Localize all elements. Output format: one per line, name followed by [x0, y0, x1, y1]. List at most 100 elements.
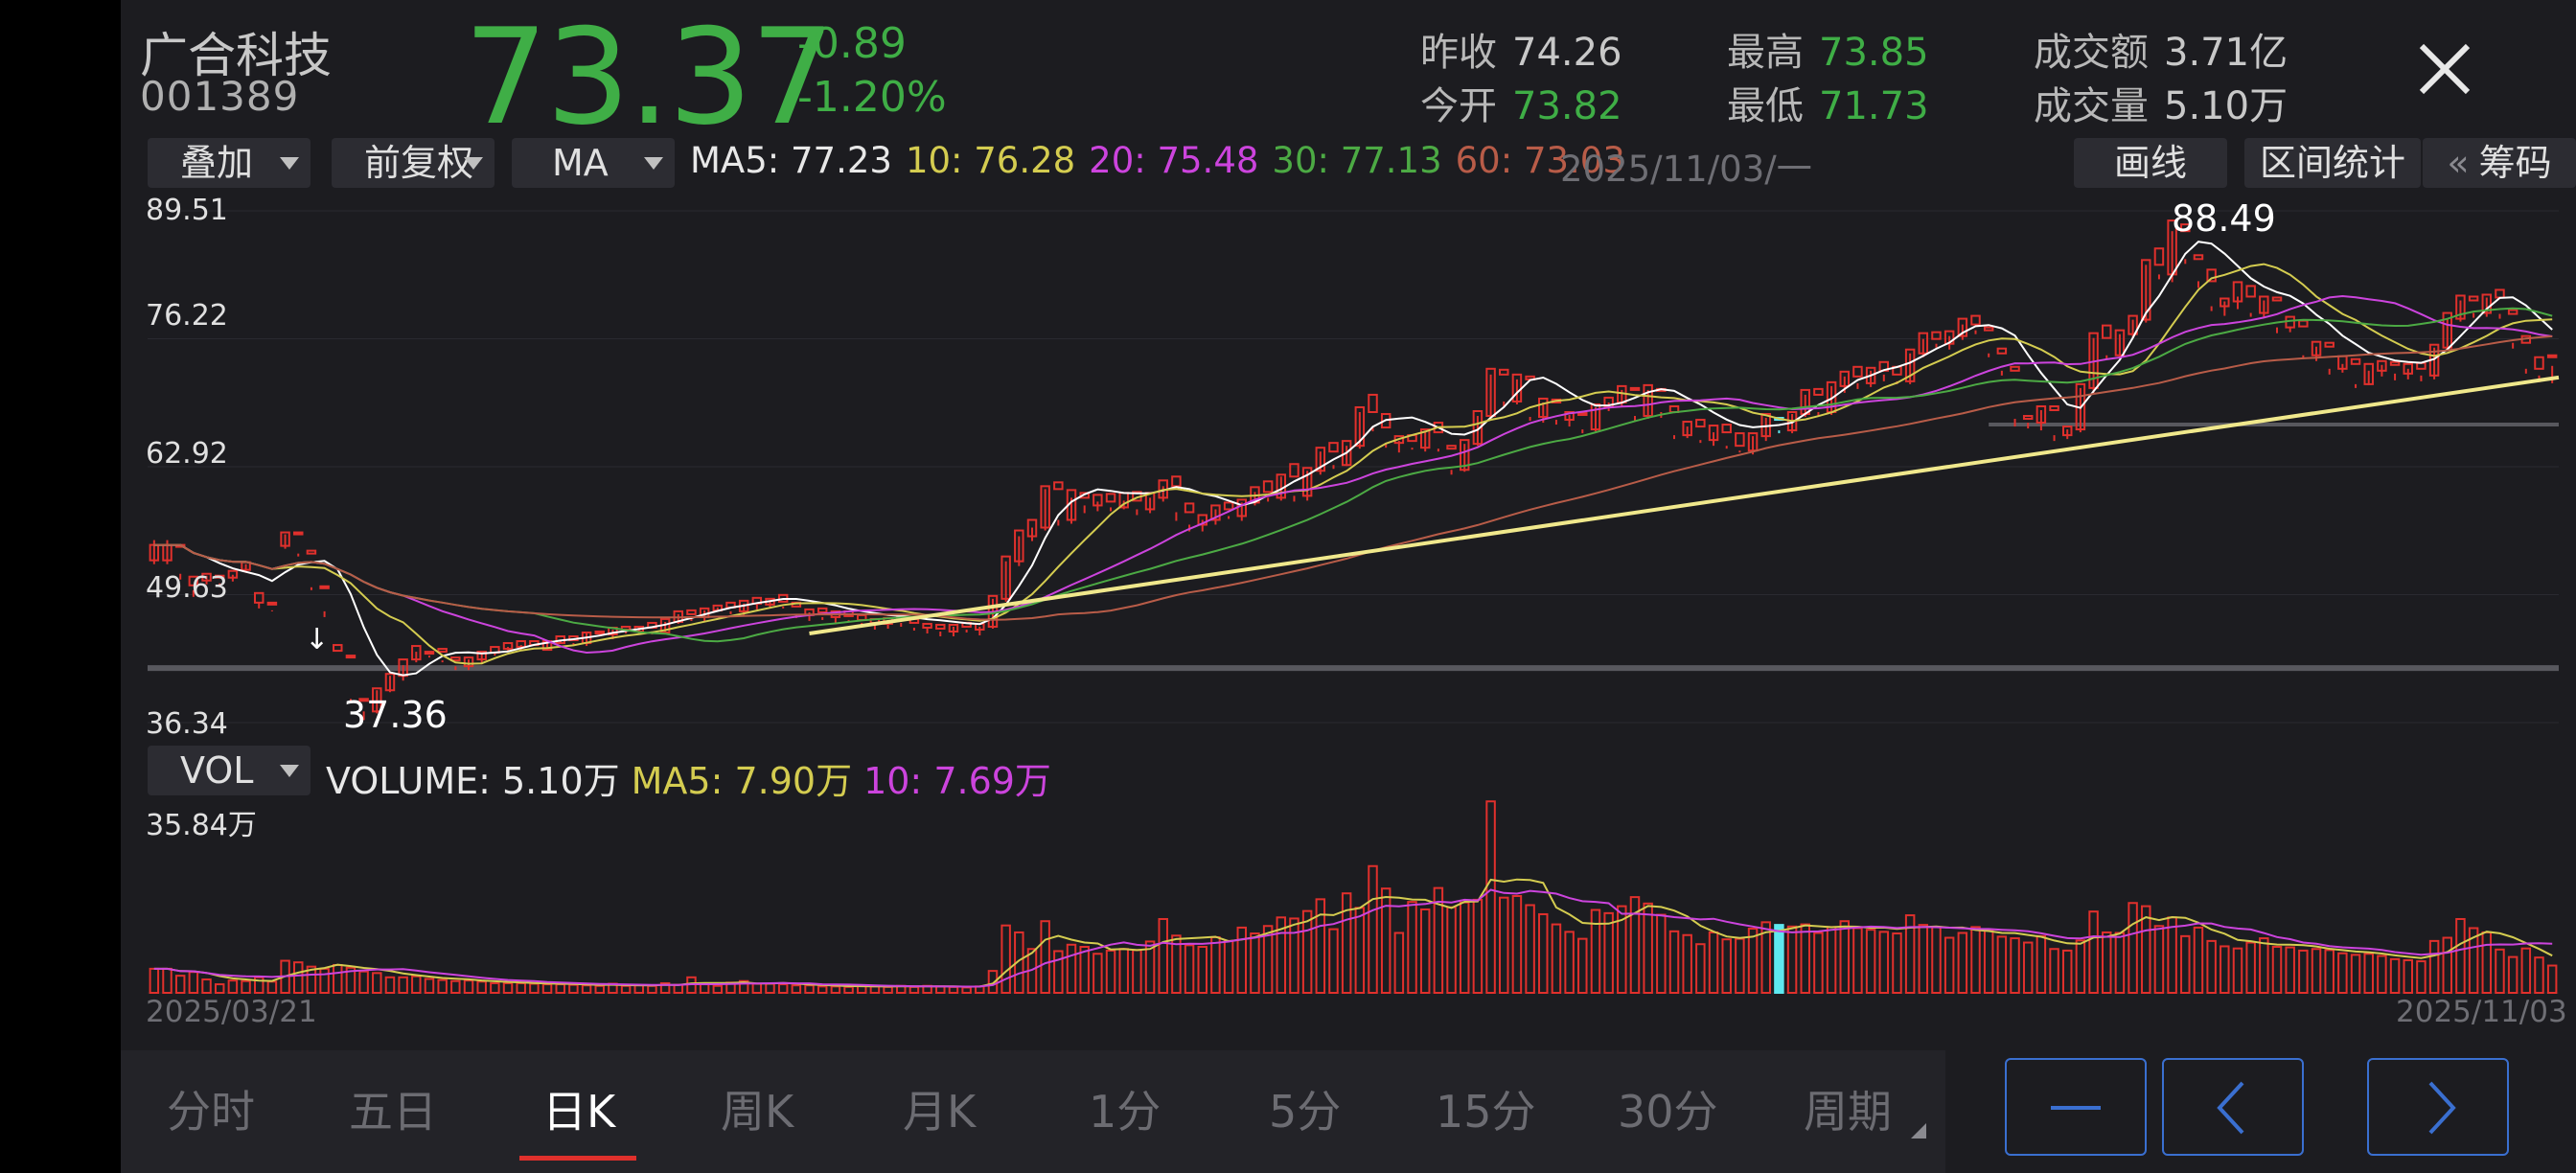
volume-bar	[1603, 911, 1614, 994]
stat-label: 成交量	[2034, 84, 2149, 128]
candle-body	[1839, 370, 1851, 387]
candle-body	[1682, 421, 1692, 437]
volume-bar	[2022, 941, 2034, 994]
price-axis-label: 62.92	[146, 437, 228, 471]
tab-monthly-k[interactable]: 月K	[903, 1086, 977, 1138]
candle-body	[1747, 432, 1759, 452]
volume-bar	[830, 985, 841, 995]
volume-bar	[961, 986, 972, 995]
indicator-dropdown[interactable]: MA	[512, 138, 675, 188]
volume-bar	[2206, 939, 2217, 995]
overlay-dropdown[interactable]: 叠加	[148, 138, 310, 188]
volume-bar	[398, 976, 408, 994]
tab-15min[interactable]: 15分	[1436, 1086, 1536, 1138]
volume-bar	[372, 972, 382, 994]
tab-period[interactable]: 周期	[1804, 1086, 1892, 1138]
volume-bar	[2546, 964, 2558, 994]
draw-line-button[interactable]: 画线	[2074, 138, 2227, 188]
zoom-out-button[interactable]	[2005, 1058, 2147, 1156]
candlesticks	[149, 219, 2558, 721]
volume-bar	[149, 967, 160, 994]
candle-body	[1643, 383, 1653, 418]
volume-bar	[1380, 887, 1392, 995]
volume-bar	[1629, 896, 1641, 995]
stat-value: 73.82	[1512, 84, 1622, 128]
chevron-down-icon	[280, 765, 299, 777]
last-price: 73.37	[464, 0, 835, 154]
tab-intraday[interactable]: 分时	[167, 1086, 255, 1138]
volume-bar	[201, 978, 212, 995]
volume-bar	[2010, 937, 2020, 995]
candle-body	[1865, 366, 1876, 384]
candle-body	[2442, 311, 2453, 349]
candle-body	[306, 549, 317, 555]
volume-bar	[241, 979, 251, 994]
volume-bar	[1918, 924, 1929, 994]
volume-bar	[738, 979, 749, 994]
ma10-value: 10: 76.28	[905, 140, 1076, 181]
volume-bar	[1878, 931, 1890, 994]
volume-bar	[450, 979, 461, 994]
volume-bar	[1983, 929, 1994, 995]
volume-max-label: 35.84万	[146, 809, 257, 842]
volume-bar	[555, 983, 565, 994]
candle-body	[1564, 411, 1575, 422]
volume-bar	[2180, 934, 2191, 994]
period-tabbar	[121, 1050, 1945, 1173]
tab-1min[interactable]: 1分	[1089, 1086, 1162, 1138]
range-stats-button[interactable]: 区间统计	[2244, 138, 2421, 188]
candle-body	[1197, 514, 1208, 526]
volume-bar	[1643, 902, 1653, 995]
stat-low: 最低 71.73	[1727, 75, 1929, 130]
volume-bar	[529, 982, 540, 995]
candle-body	[1053, 481, 1064, 491]
volume-bar	[2193, 926, 2204, 994]
candle-body	[476, 651, 487, 661]
candle-body	[2061, 426, 2073, 437]
candle-body	[1538, 397, 1549, 419]
volume-bar	[1407, 901, 1417, 994]
volume-bar	[948, 985, 959, 994]
volume-bar	[1262, 925, 1274, 995]
price-change: -0.89	[797, 19, 907, 68]
tab-5min[interactable]: 5分	[1269, 1086, 1342, 1138]
candle-body	[1970, 314, 1981, 326]
candle-body	[214, 574, 225, 579]
volume-bar	[1944, 936, 1955, 995]
next-button[interactable]	[2367, 1058, 2509, 1156]
tab-five-day[interactable]: 五日	[349, 1086, 437, 1138]
price-axis-label: 49.63	[146, 571, 228, 605]
candle-body	[1171, 475, 1182, 488]
ma60-line	[153, 334, 2553, 621]
candle-body	[1485, 367, 1496, 418]
candle-body	[1341, 440, 1352, 467]
adjust-dropdown[interactable]: 前复权	[332, 138, 494, 188]
candle-body	[1446, 445, 1457, 450]
candle-body	[1079, 492, 1090, 499]
volume-bar	[1590, 908, 1601, 994]
volume-bar	[1144, 940, 1156, 995]
volume-bar	[712, 984, 724, 994]
candle-body	[1040, 485, 1050, 529]
previous-button[interactable]	[2162, 1058, 2304, 1156]
candle-body	[2049, 404, 2059, 411]
double-chevron-left-icon: «	[2447, 142, 2470, 184]
volume-bar	[2167, 916, 2177, 994]
stat-label: 最高	[1727, 31, 1804, 75]
volume-bar	[1158, 917, 1168, 995]
kline-chart[interactable]	[121, 0, 2576, 1173]
volume-bar	[1315, 898, 1326, 994]
trendline	[809, 375, 2560, 635]
tab-daily-k[interactable]: 日K	[542, 1086, 616, 1138]
candle-body	[1262, 480, 1274, 494]
volume-bar	[319, 967, 330, 994]
volume-bar	[2232, 947, 2243, 995]
volume-indicator-dropdown[interactable]: VOL	[148, 746, 310, 795]
volume-selector-label: VOL	[180, 749, 254, 792]
candle-body	[2534, 356, 2544, 370]
candle-body	[1289, 463, 1300, 478]
chips-button[interactable]: «筹码	[2423, 138, 2576, 188]
tab-weekly-k[interactable]: 周K	[721, 1086, 794, 1138]
volume-bar	[791, 984, 802, 994]
tab-30min[interactable]: 30分	[1618, 1086, 1718, 1138]
